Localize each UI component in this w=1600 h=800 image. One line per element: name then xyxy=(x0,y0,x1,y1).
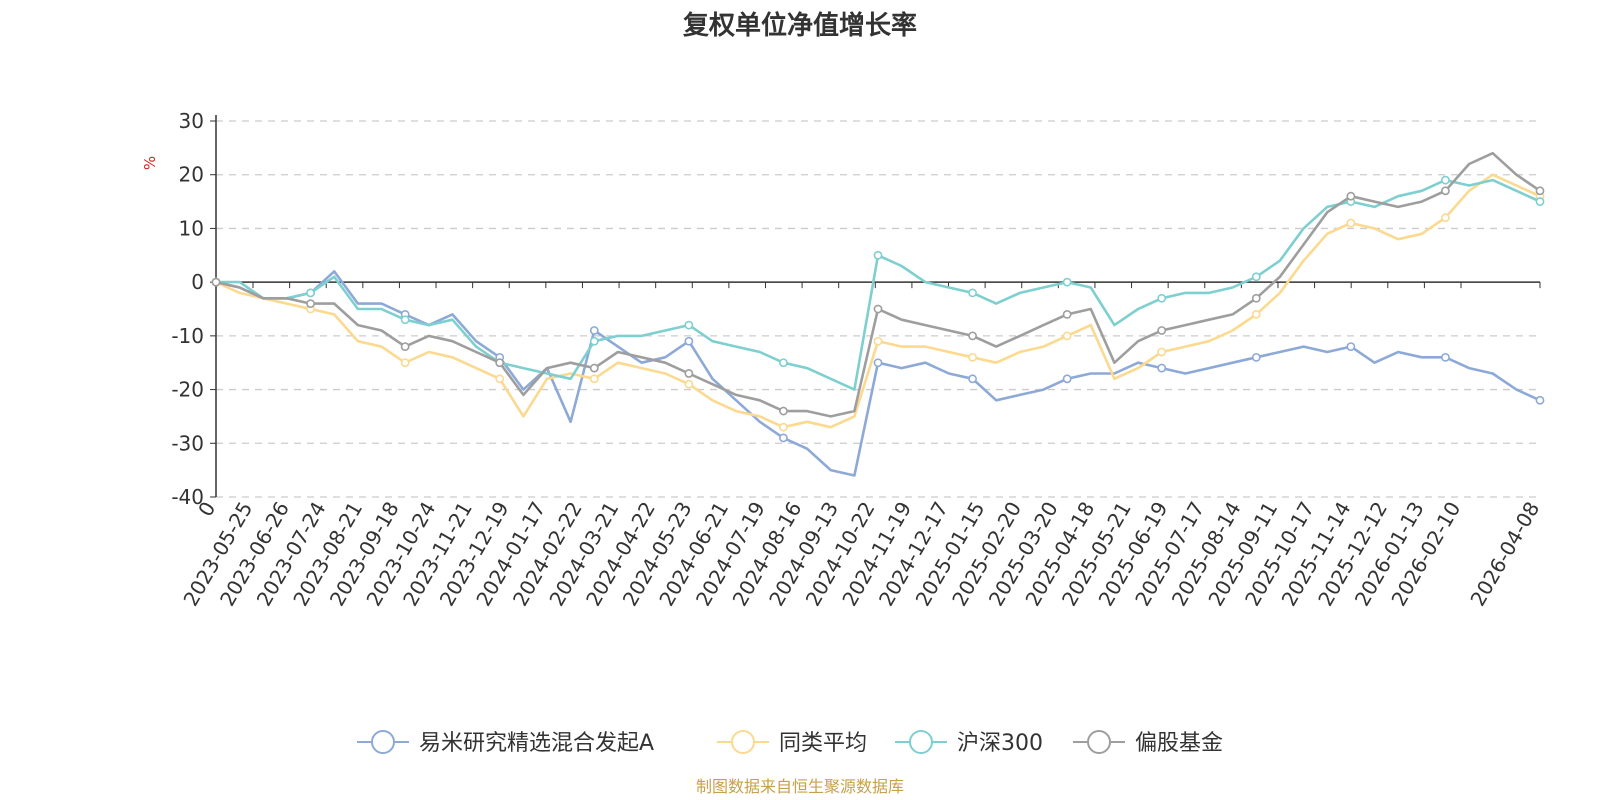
data-point xyxy=(873,304,883,314)
data-point xyxy=(779,433,788,443)
legend-item-1[interactable]: 易米研究精选混合发起A xyxy=(357,730,654,756)
data-point xyxy=(684,336,694,346)
series-4 xyxy=(211,151,1545,418)
y-tick-label: -20 xyxy=(171,378,204,402)
data-point xyxy=(1157,293,1167,303)
data-point xyxy=(684,379,694,389)
data-point xyxy=(1535,395,1545,405)
y-tick-label: 20 xyxy=(179,163,204,187)
data-point xyxy=(495,374,505,384)
data-point xyxy=(1062,277,1072,287)
y-tick-label: -10 xyxy=(171,324,204,348)
y-tick-label: -30 xyxy=(171,431,204,455)
data-point xyxy=(1535,197,1545,206)
y-axis-unit-label: % xyxy=(141,156,159,170)
data-point xyxy=(1441,186,1450,196)
data-point xyxy=(306,288,315,298)
data-point xyxy=(306,299,315,309)
data-point xyxy=(873,336,883,346)
series-3 xyxy=(211,175,1545,391)
data-point xyxy=(1062,331,1072,341)
data-point xyxy=(1062,309,1072,319)
y-tick-label: 10 xyxy=(179,216,204,240)
data-point xyxy=(1251,293,1261,303)
legend[interactable]: 易米研究精选混合发起A 同类平均 沪深300 偏股基金 xyxy=(357,730,1223,756)
chart-title: 复权单位净值增长率 xyxy=(683,10,917,41)
data-point xyxy=(1251,272,1261,282)
series-1 xyxy=(211,270,1545,477)
legend-circle-icon xyxy=(909,730,933,754)
legend-item-2[interactable]: 同类平均 xyxy=(717,730,867,756)
data-point xyxy=(1157,326,1167,335)
y-tick-label: 30 xyxy=(179,109,204,133)
data-point xyxy=(873,358,883,368)
data-point xyxy=(1062,374,1072,384)
legend-label: 同类平均 xyxy=(779,731,867,756)
data-point xyxy=(968,374,977,384)
x-tick-label: 0 xyxy=(193,498,220,521)
data-point xyxy=(589,336,599,346)
legend-label: 沪深300 xyxy=(957,731,1043,756)
data-point xyxy=(1441,175,1450,185)
data-point xyxy=(1346,218,1356,228)
series-line xyxy=(215,270,1541,477)
y-tick-label: -40 xyxy=(171,485,204,509)
data-point xyxy=(968,352,977,362)
axes: -40-30-20-10010203002023-05-252023-06-26… xyxy=(171,109,1544,610)
series-2 xyxy=(211,173,1545,432)
data-point xyxy=(779,406,788,416)
x-tick-label: 2026-04-08 xyxy=(1465,498,1544,611)
legend-label: 易米研究精选混合发起A xyxy=(419,731,654,756)
series-line xyxy=(215,151,1541,418)
data-point xyxy=(1441,352,1450,362)
data-point xyxy=(684,369,694,378)
data-point xyxy=(1251,352,1261,362)
data-point xyxy=(211,277,221,287)
data-point xyxy=(495,358,505,368)
legend-label: 偏股基金 xyxy=(1135,731,1223,756)
data-point xyxy=(400,358,410,368)
series-lines xyxy=(211,151,1545,477)
data-point xyxy=(1251,309,1261,319)
data-point xyxy=(684,320,694,330)
data-point xyxy=(1441,213,1450,223)
data-point xyxy=(400,342,410,351)
data-point xyxy=(1346,342,1356,351)
y-tick-label: 0 xyxy=(191,270,204,294)
data-point xyxy=(1157,347,1167,357)
data-point xyxy=(1346,191,1356,201)
data-point xyxy=(400,315,410,325)
data-point xyxy=(589,363,599,373)
data-point xyxy=(968,288,977,298)
data-point xyxy=(779,422,788,432)
data-source-note: 制图数据来自恒生聚源数据库 xyxy=(696,777,904,796)
data-point xyxy=(968,331,977,341)
data-point xyxy=(1157,363,1167,373)
legend-circle-icon xyxy=(1087,730,1111,754)
legend-item-4[interactable]: 偏股基金 xyxy=(1073,730,1223,756)
data-point xyxy=(1535,186,1545,196)
data-point xyxy=(589,326,599,335)
legend-item-3[interactable]: 沪深300 xyxy=(895,730,1043,756)
legend-circle-icon xyxy=(731,730,755,754)
data-point xyxy=(779,358,788,368)
data-point xyxy=(873,250,883,260)
legend-circle-icon xyxy=(371,730,395,754)
data-point xyxy=(589,374,599,384)
